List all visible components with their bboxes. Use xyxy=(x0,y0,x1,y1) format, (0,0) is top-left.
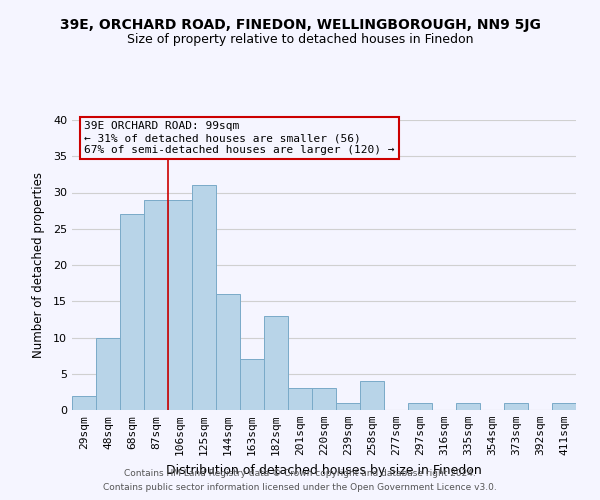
Text: Contains HM Land Registry data © Crown copyright and database right 2024.: Contains HM Land Registry data © Crown c… xyxy=(124,468,476,477)
Bar xyxy=(192,185,216,410)
Bar xyxy=(456,403,480,410)
Bar xyxy=(360,381,384,410)
Bar xyxy=(96,338,120,410)
Bar xyxy=(144,200,168,410)
Bar xyxy=(168,200,192,410)
Text: 39E ORCHARD ROAD: 99sqm
← 31% of detached houses are smaller (56)
67% of semi-de: 39E ORCHARD ROAD: 99sqm ← 31% of detache… xyxy=(84,122,395,154)
Bar xyxy=(240,359,264,410)
Bar xyxy=(120,214,144,410)
Bar xyxy=(312,388,336,410)
Bar xyxy=(72,396,96,410)
Text: Contains public sector information licensed under the Open Government Licence v3: Contains public sector information licen… xyxy=(103,484,497,492)
Bar xyxy=(264,316,288,410)
Text: Size of property relative to detached houses in Finedon: Size of property relative to detached ho… xyxy=(127,32,473,46)
Bar xyxy=(504,403,528,410)
Bar xyxy=(216,294,240,410)
Y-axis label: Number of detached properties: Number of detached properties xyxy=(32,172,44,358)
X-axis label: Distribution of detached houses by size in Finedon: Distribution of detached houses by size … xyxy=(166,464,482,476)
Bar xyxy=(336,403,360,410)
Bar xyxy=(408,403,432,410)
Text: 39E, ORCHARD ROAD, FINEDON, WELLINGBOROUGH, NN9 5JG: 39E, ORCHARD ROAD, FINEDON, WELLINGBOROU… xyxy=(59,18,541,32)
Bar xyxy=(552,403,576,410)
Bar xyxy=(288,388,312,410)
